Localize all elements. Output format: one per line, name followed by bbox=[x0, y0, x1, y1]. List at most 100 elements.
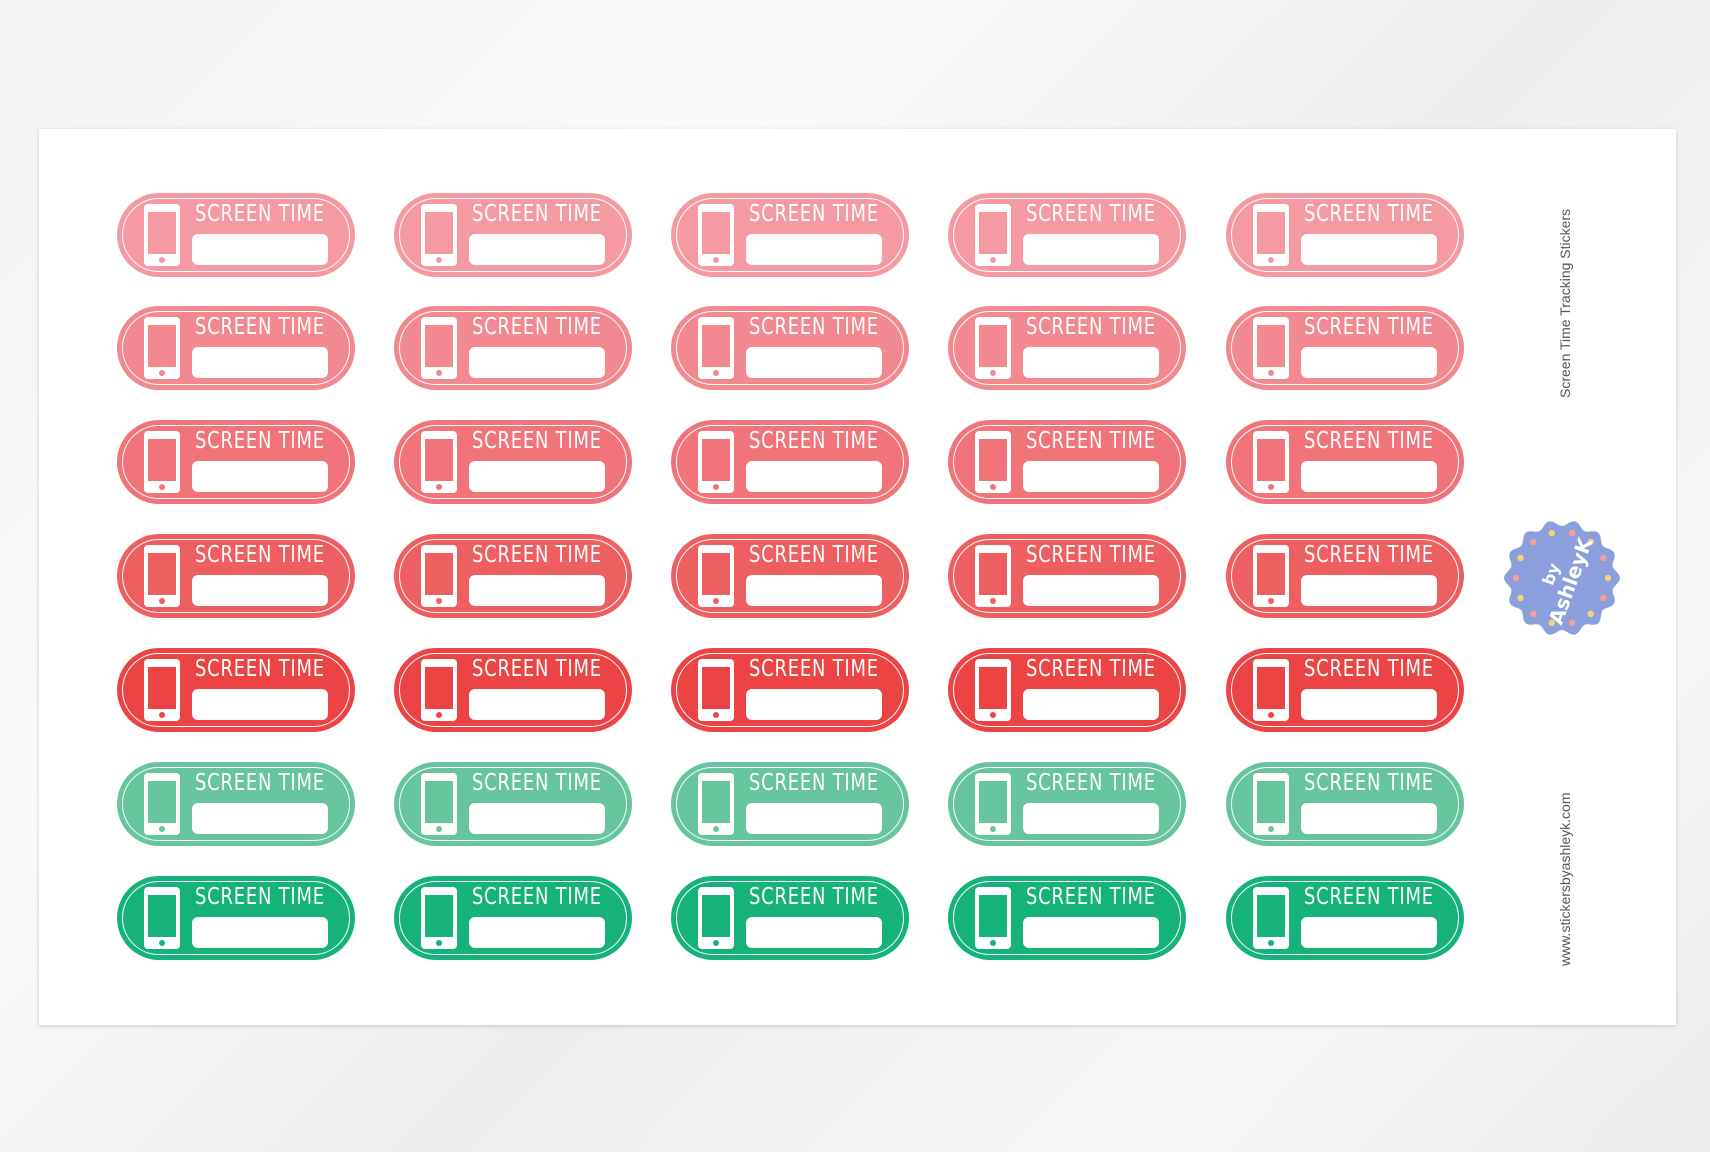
sticker-border bbox=[1231, 311, 1459, 385]
sticker-label: SCREEN TIME bbox=[1304, 656, 1434, 682]
write-in-field bbox=[469, 347, 605, 378]
write-in-field bbox=[469, 803, 605, 834]
sticker-label: SCREEN TIME bbox=[749, 770, 879, 796]
screen-time-sticker: SCREEN TIME bbox=[948, 193, 1186, 277]
sticker-border bbox=[399, 539, 627, 613]
screen-time-sticker: SCREEN TIME bbox=[948, 648, 1186, 732]
screen-time-sticker: SCREEN TIME bbox=[671, 534, 909, 618]
sticker-border bbox=[1231, 653, 1459, 727]
sticker-border bbox=[676, 539, 904, 613]
website-text: www.stickersbyashleyk.com bbox=[1557, 792, 1573, 967]
screen-time-sticker: SCREEN TIME bbox=[394, 420, 632, 504]
write-in-field bbox=[1023, 689, 1159, 720]
sticker-border bbox=[676, 311, 904, 385]
write-in-field bbox=[746, 347, 882, 378]
screen-time-sticker: SCREEN TIME bbox=[948, 762, 1186, 846]
phone-icon bbox=[1253, 887, 1289, 949]
sticker-label: SCREEN TIME bbox=[749, 656, 879, 682]
sticker-label: SCREEN TIME bbox=[1026, 314, 1156, 340]
ashleyk-logo: by AshleyK bbox=[1504, 521, 1620, 635]
write-in-field bbox=[469, 575, 605, 606]
sticker-border bbox=[399, 425, 627, 499]
write-in-field bbox=[1023, 234, 1159, 265]
sticker-label: SCREEN TIME bbox=[1026, 770, 1156, 796]
phone-icon bbox=[975, 773, 1011, 835]
write-in-field bbox=[746, 575, 882, 606]
write-in-field bbox=[746, 689, 882, 720]
sticker-border bbox=[399, 767, 627, 841]
sticker-border bbox=[676, 767, 904, 841]
sticker-border bbox=[122, 539, 350, 613]
phone-icon bbox=[144, 773, 180, 835]
sticker-label: SCREEN TIME bbox=[195, 656, 325, 682]
screen-time-sticker: SCREEN TIME bbox=[117, 534, 355, 618]
sticker-label: SCREEN TIME bbox=[195, 314, 325, 340]
screen-time-sticker: SCREEN TIME bbox=[1226, 876, 1464, 960]
sticker-label: SCREEN TIME bbox=[749, 428, 879, 454]
screen-time-sticker: SCREEN TIME bbox=[1226, 193, 1464, 277]
phone-icon bbox=[698, 204, 734, 266]
phone-icon bbox=[698, 317, 734, 379]
screen-time-sticker: SCREEN TIME bbox=[948, 306, 1186, 390]
phone-icon bbox=[421, 773, 457, 835]
sticker-label: SCREEN TIME bbox=[472, 314, 602, 340]
sticker-border bbox=[122, 311, 350, 385]
phone-icon bbox=[144, 317, 180, 379]
write-in-field bbox=[192, 689, 328, 720]
phone-icon bbox=[421, 545, 457, 607]
screen-time-sticker: SCREEN TIME bbox=[671, 876, 909, 960]
sticker-label: SCREEN TIME bbox=[1304, 428, 1434, 454]
screen-time-sticker: SCREEN TIME bbox=[394, 193, 632, 277]
write-in-field bbox=[469, 689, 605, 720]
write-in-field bbox=[192, 461, 328, 492]
phone-icon bbox=[1253, 204, 1289, 266]
sticker-label: SCREEN TIME bbox=[1304, 201, 1434, 227]
sticker-label: SCREEN TIME bbox=[195, 428, 325, 454]
sticker-border bbox=[399, 198, 627, 272]
write-in-field bbox=[1023, 917, 1159, 948]
sheet-title: Screen Time Tracking Stickers bbox=[1557, 208, 1573, 398]
screen-time-sticker: SCREEN TIME bbox=[948, 876, 1186, 960]
sticker-label: SCREEN TIME bbox=[195, 542, 325, 568]
phone-icon bbox=[698, 431, 734, 493]
write-in-field bbox=[1301, 689, 1437, 720]
sticker-label: SCREEN TIME bbox=[195, 884, 325, 910]
sticker-border bbox=[676, 425, 904, 499]
screen-time-sticker: SCREEN TIME bbox=[671, 306, 909, 390]
sticker-border bbox=[122, 767, 350, 841]
write-in-field bbox=[469, 917, 605, 948]
phone-icon bbox=[421, 887, 457, 949]
write-in-field bbox=[192, 575, 328, 606]
sticker-label: SCREEN TIME bbox=[1026, 656, 1156, 682]
sticker-border bbox=[122, 653, 350, 727]
sticker-label: SCREEN TIME bbox=[1304, 884, 1434, 910]
sticker-label: SCREEN TIME bbox=[472, 542, 602, 568]
phone-icon bbox=[698, 887, 734, 949]
phone-icon bbox=[144, 545, 180, 607]
phone-icon bbox=[144, 887, 180, 949]
write-in-field bbox=[1023, 803, 1159, 834]
write-in-field bbox=[746, 803, 882, 834]
sticker-border bbox=[953, 425, 1181, 499]
sticker-border bbox=[399, 881, 627, 955]
phone-icon bbox=[975, 204, 1011, 266]
phone-icon bbox=[1253, 545, 1289, 607]
sticker-label: SCREEN TIME bbox=[749, 884, 879, 910]
phone-icon bbox=[698, 773, 734, 835]
sticker-border bbox=[953, 198, 1181, 272]
write-in-field bbox=[746, 461, 882, 492]
phone-icon bbox=[421, 659, 457, 721]
screen-time-sticker: SCREEN TIME bbox=[117, 762, 355, 846]
screen-time-sticker: SCREEN TIME bbox=[948, 420, 1186, 504]
screen-time-sticker: SCREEN TIME bbox=[1226, 306, 1464, 390]
screen-time-sticker: SCREEN TIME bbox=[394, 306, 632, 390]
sticker-border bbox=[1231, 425, 1459, 499]
write-in-field bbox=[192, 234, 328, 265]
screen-time-sticker: SCREEN TIME bbox=[671, 762, 909, 846]
sticker-border bbox=[122, 881, 350, 955]
screen-time-sticker: SCREEN TIME bbox=[948, 534, 1186, 618]
screen-time-sticker: SCREEN TIME bbox=[394, 648, 632, 732]
phone-icon bbox=[144, 204, 180, 266]
sticker-label: SCREEN TIME bbox=[472, 656, 602, 682]
phone-icon bbox=[975, 659, 1011, 721]
